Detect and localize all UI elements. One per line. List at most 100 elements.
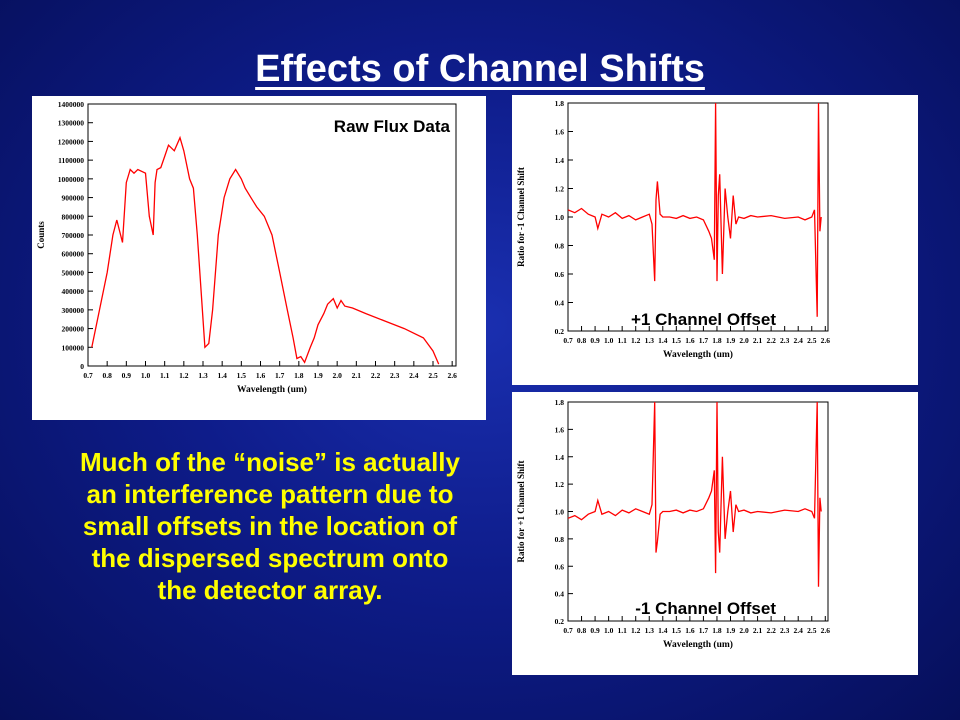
explanation-line: the dispersed spectrum onto	[91, 543, 449, 573]
x-tick-label: 1.2	[179, 371, 189, 380]
x-tick-label: 1.5	[237, 371, 247, 380]
x-tick-label: 0.8	[577, 626, 587, 635]
x-tick-label: 1.3	[198, 371, 208, 380]
y-tick-label: 0	[80, 362, 84, 371]
explanation-line: small offsets in the location of	[82, 511, 458, 541]
x-tick-label: 2.2	[371, 371, 381, 380]
explanation-text: Much of the “noise” is actually an inter…	[30, 446, 510, 606]
x-tick-label: 2.5	[807, 626, 817, 635]
y-tick-label: 0.2	[555, 327, 565, 336]
x-tick-label: 2.4	[409, 371, 419, 380]
y-tick-label: 1400000	[58, 100, 85, 109]
minus-one-offset-chart: 0.7 0.8 0.9 1.0 1.1 1.2 1.3 1.4 1.5 1.6 1.7 1.8 1.9 2…	[512, 392, 918, 675]
x-tick-label: 1.3	[645, 626, 655, 635]
x-tick-label: 1.8	[294, 371, 304, 380]
chart-annotation: Raw Flux Data	[334, 117, 451, 136]
x-tick-label: 1.8	[712, 336, 722, 345]
x-tick-label: 1.6	[685, 626, 695, 635]
x-tick-label: 1.7	[699, 336, 709, 345]
explanation-line: an interference pattern due to	[86, 479, 454, 509]
x-tick-label: 1.9	[726, 336, 736, 345]
x-tick-label: 1.4	[658, 626, 668, 635]
x-tick-label: 1.3	[645, 336, 655, 345]
y-tick-label: 1.4	[555, 156, 565, 165]
x-tick-label: 0.8	[102, 371, 112, 380]
plus-one-offset-chart: 0.7 0.8 0.9 1.0 1.1 1.2 1.3 1.4 1.5 1.6 1.7 1.8 1.9 2…	[512, 95, 918, 385]
x-tick-label: 1.1	[160, 371, 170, 380]
x-tick-label: 1.6	[256, 371, 266, 380]
x-tick-label: 1.5	[672, 336, 682, 345]
x-tick-label: 1.8	[712, 626, 722, 635]
y-tick-label: 1.0	[555, 508, 565, 517]
raw-flux-plot: 0.7 0.8 0.9 1.0 1.1 1.2 1.3 1.4 1.5 1.6 1.7 1.8 1.9 2…	[36, 100, 457, 395]
y-tick-label: 1.0	[555, 213, 565, 222]
y-tick-label: 1.6	[555, 128, 565, 137]
x-tick-label: 2.3	[780, 336, 790, 345]
y-tick-label: 1.4	[555, 453, 565, 462]
x-tick-label: 2.3	[390, 371, 400, 380]
raw-flux-chart: 0.7 0.8 0.9 1.0 1.1 1.2 1.3 1.4 1.5 1.6 1.7 1.8 1.9 2…	[32, 96, 486, 420]
x-tick-label: 1.0	[604, 336, 614, 345]
x-tick-label: 0.7	[563, 626, 573, 635]
x-tick-label: 2.6	[821, 336, 831, 345]
y-tick-label: 0.8	[555, 242, 565, 251]
x-tick-label: 0.9	[590, 626, 600, 635]
x-tick-label: 2.1	[753, 626, 763, 635]
x-tick-label: 1.7	[275, 371, 285, 380]
x-tick-label: 1.2	[631, 336, 641, 345]
series-line	[91, 135, 440, 365]
x-tick-label: 2.0	[739, 626, 749, 635]
minus-one-offset-plot: 0.7 0.8 0.9 1.0 1.1 1.2 1.3 1.4 1.5 1.6 1.7 1.8 1.9 2…	[516, 398, 831, 650]
x-tick-label: 1.1	[617, 336, 627, 345]
y-tick-label: 100000	[62, 343, 85, 352]
x-tick-label: 1.4	[658, 336, 668, 345]
y-tick-label: 0.4	[555, 299, 565, 308]
y-tick-label: 1000000	[58, 175, 85, 184]
x-tick-label: 2.1	[753, 336, 763, 345]
explanation-line: Much of the “noise” is actually	[80, 447, 460, 477]
y-tick-label: 1.2	[555, 185, 565, 194]
x-tick-label: 1.9	[726, 626, 736, 635]
y-axis-label: Ratio for +1 Channel Shift	[516, 461, 526, 563]
y-tick-label: 300000	[62, 306, 85, 315]
y-tick-label: 0.2	[555, 617, 565, 626]
y-tick-label: 800000	[62, 212, 85, 221]
x-axis-label: Wavelength (um)	[663, 639, 733, 650]
x-tick-label: 1.2	[631, 626, 641, 635]
x-tick-label: 0.9	[590, 336, 600, 345]
y-tick-label: 1.8	[555, 99, 565, 108]
chart-annotation: -1 Channel Offset	[635, 599, 776, 618]
x-tick-label: 0.7	[83, 371, 93, 380]
y-tick-label: 0.4	[555, 590, 565, 599]
y-tick-label: 700000	[62, 231, 85, 240]
x-tick-label: 2.0	[739, 336, 749, 345]
x-tick-label: 1.4	[217, 371, 227, 380]
x-tick-label: 2.5	[428, 371, 438, 380]
x-tick-label: 2.6	[447, 371, 457, 380]
explanation-line: the detector array.	[157, 575, 383, 605]
y-tick-label: 200000	[62, 325, 85, 334]
y-tick-label: 1.2	[555, 480, 565, 489]
chart-annotation: +1 Channel Offset	[631, 310, 776, 329]
x-tick-label: 2.5	[807, 336, 817, 345]
y-tick-label: 0.6	[555, 270, 565, 279]
x-tick-label: 0.9	[122, 371, 132, 380]
x-tick-label: 1.1	[617, 626, 627, 635]
y-tick-label: 500000	[62, 268, 85, 277]
y-tick-label: 1300000	[58, 119, 85, 128]
x-tick-label: 2.3	[780, 626, 790, 635]
y-tick-label: 0.8	[555, 535, 565, 544]
x-tick-label: 2.6	[821, 626, 831, 635]
x-tick-label: 1.6	[685, 336, 695, 345]
x-tick-label: 2.2	[766, 626, 776, 635]
x-tick-label: 1.0	[141, 371, 151, 380]
y-tick-label: 900000	[62, 194, 85, 203]
x-tick-label: 2.4	[794, 336, 804, 345]
x-tick-label: 2.0	[332, 371, 342, 380]
y-tick-label: 1.6	[555, 425, 565, 434]
slide-title: Effects of Channel Shifts	[255, 48, 705, 90]
x-axis-label: Wavelength (um)	[237, 384, 307, 395]
series-line	[567, 102, 822, 317]
x-tick-label: 2.2	[766, 336, 776, 345]
y-tick-label: 1.8	[555, 398, 565, 407]
